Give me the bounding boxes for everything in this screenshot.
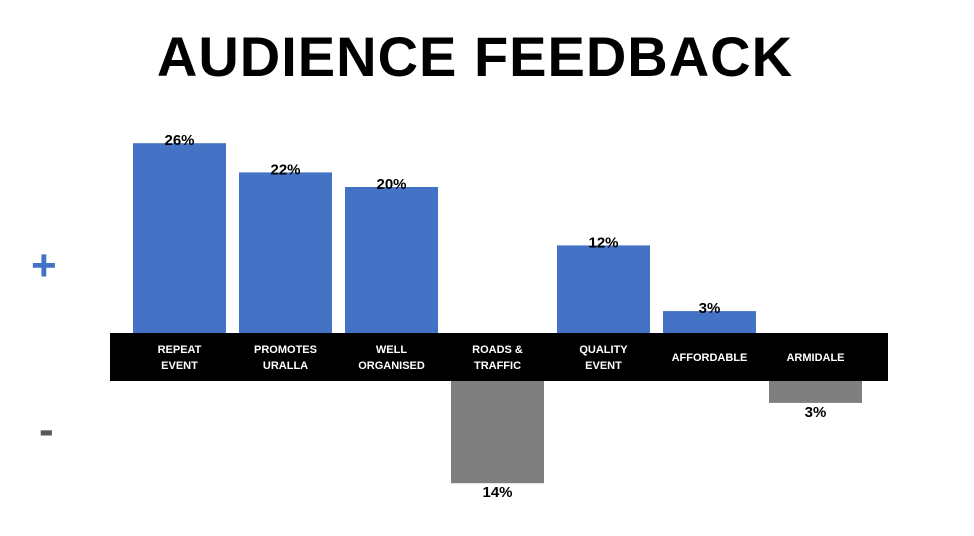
value-label-2: 20% bbox=[376, 176, 406, 193]
bar-0 bbox=[133, 143, 226, 333]
bar-6 bbox=[769, 381, 862, 403]
category-band bbox=[110, 333, 888, 381]
category-label-5: AFFORDABLE bbox=[672, 352, 748, 364]
bar-5 bbox=[663, 311, 756, 333]
value-label-1: 22% bbox=[270, 161, 300, 178]
category-label-1: PROMOTES URALLA bbox=[254, 344, 317, 372]
bar-1 bbox=[239, 172, 332, 333]
positive-sign-icon: + bbox=[31, 241, 57, 290]
category-label-0: REPEAT EVENT bbox=[158, 344, 202, 372]
chart-title: AUDIENCE FEEDBACK bbox=[156, 25, 794, 88]
category-label-4: QUALITY EVENT bbox=[579, 344, 628, 372]
bar-3 bbox=[451, 381, 544, 484]
value-label-6: 3% bbox=[805, 404, 827, 421]
value-label-4: 12% bbox=[588, 234, 618, 251]
category-label-3: ROADS & TRAFFIC bbox=[472, 344, 523, 372]
value-label-0: 26% bbox=[164, 132, 194, 149]
bar-2 bbox=[345, 187, 438, 333]
value-label-3: 14% bbox=[482, 484, 512, 501]
category-label-2: WELL ORGANISED bbox=[358, 344, 425, 372]
category-label-6: ARMIDALE bbox=[786, 352, 844, 364]
bar-4 bbox=[557, 245, 650, 333]
negative-sign-icon: - bbox=[39, 405, 54, 454]
value-label-5: 3% bbox=[699, 300, 721, 317]
